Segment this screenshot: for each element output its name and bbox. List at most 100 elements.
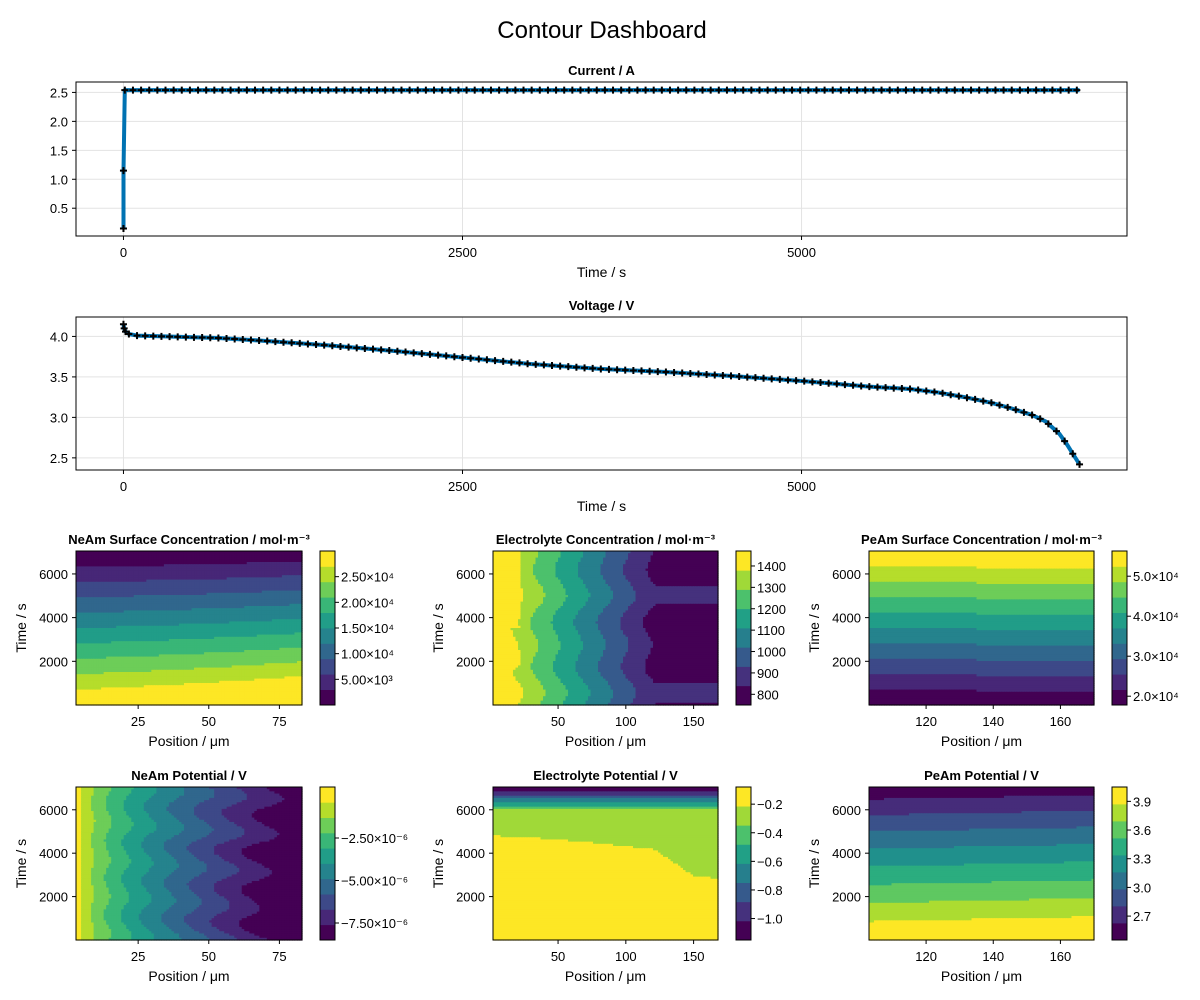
neam-conc-contour-cell (254, 564, 258, 567)
neam-conc-contour-cell (206, 555, 210, 559)
neam-conc-contour-cell (256, 555, 260, 559)
neam-conc-contour-cell (191, 553, 195, 556)
neam-conc-contour-cell (294, 557, 298, 561)
voltage-data-marker (581, 364, 589, 372)
neam-conc-contour-cell (148, 557, 152, 561)
neam-conc-contour-cell (118, 555, 122, 559)
voltage-data-marker (336, 342, 344, 350)
neam-conc-contour-cell (138, 557, 142, 561)
neam-conc-contour-cell (83, 557, 87, 561)
voltage-data-marker (930, 388, 938, 396)
neam-conc-contour-cell (241, 551, 245, 554)
voltage-data-marker (467, 354, 475, 362)
neam-conc-contour-cell (196, 562, 200, 565)
current-data-marker (715, 86, 723, 94)
neam-conc-contour-cell (86, 566, 90, 570)
current-data-marker (1073, 86, 1081, 94)
current-data-marker (845, 86, 853, 94)
voltage-data-marker (760, 374, 768, 382)
neam-conc-contour-cell (158, 553, 162, 556)
neam-conc-contour-cell (294, 553, 298, 556)
voltage-data-marker (1052, 427, 1060, 435)
neam-conc-contour-cell (294, 564, 298, 567)
neam-conc-contour-cell (126, 557, 130, 561)
neam-conc-contour-cell (274, 551, 278, 554)
neam-conc-contour-cell (78, 551, 82, 554)
neam-conc-contour-cell (171, 559, 175, 563)
current-data-marker (341, 86, 349, 94)
neam-conc-contour-cell (141, 553, 145, 556)
neam-conc-contour-cell (101, 559, 105, 563)
neam-conc-contour-cell (153, 555, 157, 559)
neam-conc-contour-cell (113, 562, 117, 565)
neam-conc-contour-cell (286, 551, 291, 554)
neam-conc-contour-cell (276, 562, 280, 565)
neam-conc-contour-cell (91, 553, 95, 556)
neam-conc-contour-cell (249, 551, 253, 554)
neam-conc-contour-cell (141, 557, 145, 561)
neam-conc-contour-cell (168, 551, 173, 554)
neam-conc-contour-cell (151, 555, 155, 559)
neam-conc-contour-cell (161, 557, 165, 561)
neam-conc-contour-cell (244, 555, 248, 559)
neam-conc-contour-cell (206, 553, 210, 556)
current-data-marker (251, 86, 259, 94)
neam-conc-contour-cell (264, 551, 268, 554)
neam-conc-contour-cell (284, 559, 288, 563)
neam-conc-contour-cell (86, 564, 90, 567)
neam-conc-contour-cell (96, 566, 100, 570)
voltage-data-marker (263, 337, 271, 345)
neam-conc-contour-cell (224, 557, 228, 561)
neam-conc-contour-cell (224, 562, 228, 565)
neam-conc-contour-cell (161, 564, 165, 567)
neam-conc-contour-cell (78, 557, 82, 561)
neam-conc-contour-cell (113, 557, 117, 561)
current-data-marker (194, 86, 202, 94)
current-data-marker (731, 86, 739, 94)
voltage-data-marker (947, 391, 955, 399)
current-data-marker (780, 86, 788, 94)
neam-conc-contour-cell (274, 559, 278, 563)
neam-conc-contour-cell (241, 559, 245, 563)
neam-conc-contour-cell (183, 557, 188, 561)
neam-conc-contour-cell (219, 555, 223, 559)
neam-conc-contour-cell (178, 564, 183, 567)
neam-conc-contour-cell (214, 557, 218, 561)
neam-conc-contour-cell (281, 559, 286, 563)
current-data-marker (821, 86, 829, 94)
current-data-marker (593, 86, 601, 94)
voltage-data-marker (833, 380, 841, 388)
neam-conc-contour-cell (256, 562, 260, 565)
current-data-marker (511, 86, 519, 94)
neam-conc-contour-cell (78, 562, 82, 565)
neam-conc-contour-cell (259, 553, 263, 556)
voltage-data-marker (434, 351, 442, 359)
neam-conc-contour-cell (264, 562, 268, 565)
neam-conc-contour-cell (153, 564, 157, 567)
voltage-data-marker (841, 381, 849, 389)
neam-conc-contour-cell (229, 562, 233, 565)
voltage-data-marker (686, 370, 694, 378)
neam-conc-contour-cell (271, 564, 275, 567)
neam-conc-contour-cell (286, 559, 291, 563)
current-data-marker (349, 86, 357, 94)
neam-conc-contour-cell (206, 562, 210, 565)
neam-conc-contour-cell (121, 553, 125, 556)
current-data-marker (438, 86, 446, 94)
neam-conc-contour-cell (221, 551, 225, 554)
neam-conc-contour-cell (118, 557, 122, 561)
voltage-data-marker (483, 356, 491, 364)
neam-conc-contour-cell (289, 553, 293, 556)
neam-conc-contour-cell (269, 551, 273, 554)
neam-conc-contour-cell (146, 553, 150, 556)
neam-conc-contour-cell (276, 555, 280, 559)
neam-conc-contour-cell (118, 551, 122, 554)
neam-conc-contour-cell (286, 557, 291, 561)
current-data-marker (959, 86, 967, 94)
voltage-y-tick-label: 4.0 (50, 329, 68, 344)
neam-conc-contour-cell (83, 566, 87, 570)
current-data-marker (804, 86, 812, 94)
neam-conc-contour-cell (126, 551, 130, 554)
neam-conc-contour-cell (81, 551, 85, 554)
neam-conc-contour-cell (216, 564, 220, 567)
